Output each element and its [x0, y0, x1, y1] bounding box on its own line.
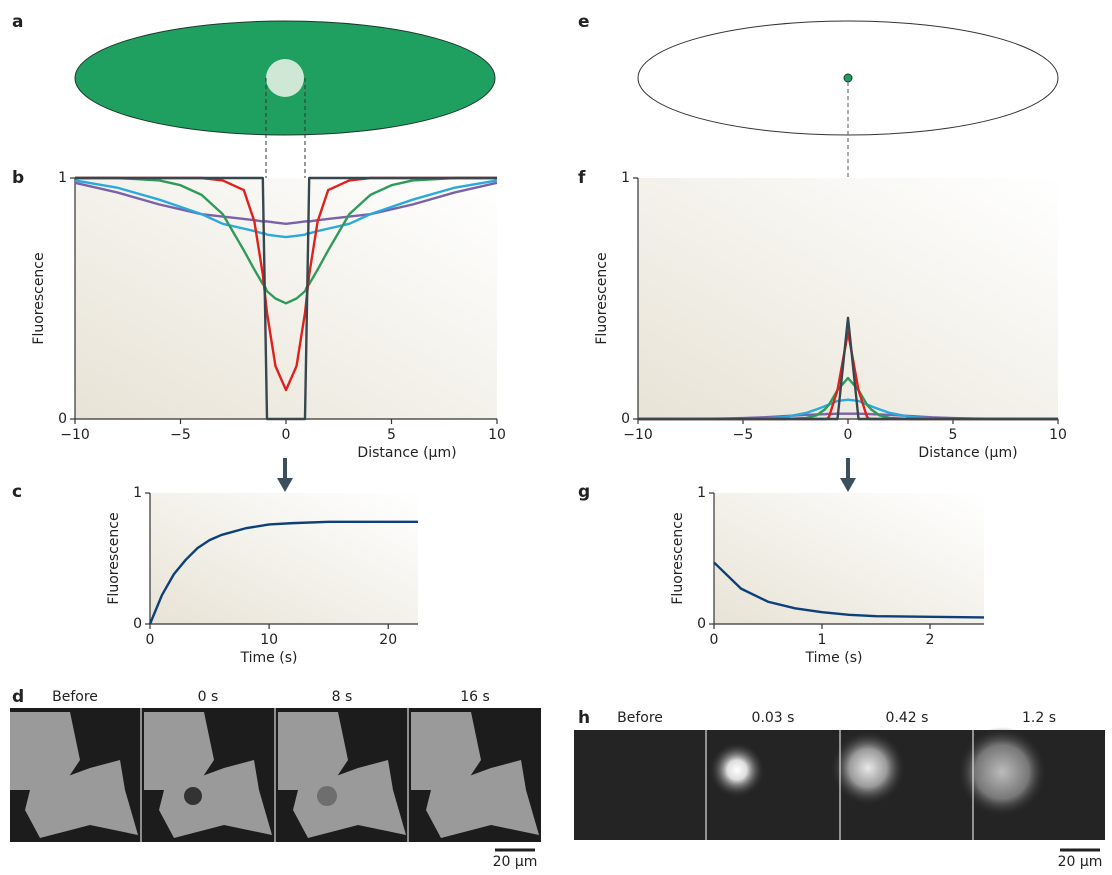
- y-tick-label: 1: [133, 485, 142, 501]
- plot-background: [75, 178, 497, 419]
- y-tick-label: 0: [697, 616, 706, 632]
- x-tick-label: 20: [379, 632, 397, 648]
- x-tick-label: 10: [260, 632, 278, 648]
- y-axis-label: Fluorescence: [31, 252, 47, 344]
- y-tick-label: 1: [58, 170, 67, 186]
- plot-background: [150, 493, 418, 624]
- arrow: [277, 458, 293, 492]
- frame-label: 0.42 s: [886, 710, 929, 726]
- scale-bar-label: 20 μm: [1058, 854, 1103, 870]
- x-tick-label: 1: [818, 632, 827, 648]
- frame-label: 1.2 s: [1022, 710, 1056, 726]
- x-tick-label: 5: [387, 427, 396, 443]
- x-tick-label: 0: [146, 632, 155, 648]
- frame-label: Before: [52, 689, 98, 705]
- x-tick-label: 5: [949, 427, 958, 443]
- x-tick-label: 0: [710, 632, 719, 648]
- x-tick-label: 0: [282, 427, 291, 443]
- x-axis-label: Time (s): [805, 650, 863, 666]
- x-tick-label: −5: [170, 427, 191, 443]
- panel-label: a: [12, 12, 23, 32]
- y-axis-label: Fluorescence: [670, 512, 686, 604]
- y-tick-label: 0: [621, 411, 630, 427]
- x-tick-label: 10: [488, 427, 506, 443]
- x-tick-label: 2: [926, 632, 935, 648]
- plot-background: [714, 493, 984, 624]
- panel-label: e: [578, 12, 590, 32]
- scale-bar-label: 20 μm: [493, 854, 538, 870]
- x-tick-label: 10: [1049, 427, 1067, 443]
- panel-label: g: [578, 482, 590, 502]
- bleach-spot: [266, 59, 304, 97]
- image-strip: [10, 708, 541, 850]
- panel-label: h: [578, 708, 590, 728]
- activation-spot: [844, 74, 852, 82]
- x-tick-label: 0: [844, 427, 853, 443]
- x-axis-label: Distance (μm): [918, 445, 1017, 461]
- x-tick-label: −10: [623, 427, 653, 443]
- y-tick-label: 0: [133, 616, 142, 632]
- image-strip: [574, 727, 1105, 850]
- y-tick-label: 0: [58, 411, 67, 427]
- y-tick-label: 1: [697, 485, 706, 501]
- frame-label: 16 s: [460, 689, 490, 705]
- figure: abcdefgh01−10−50510Distance (μm)Fluoresc…: [0, 0, 1112, 871]
- y-axis-label: Fluorescence: [106, 512, 122, 604]
- frame-label: Before: [617, 710, 663, 726]
- plot-background: [638, 178, 1058, 419]
- frame-label: 8 s: [332, 689, 353, 705]
- x-tick-label: −10: [60, 427, 90, 443]
- panel-label: f: [578, 168, 586, 188]
- arrow: [840, 458, 856, 492]
- x-tick-label: −5: [733, 427, 754, 443]
- panel-label: b: [12, 168, 24, 188]
- frame-label: 0.03 s: [752, 710, 795, 726]
- x-axis-label: Time (s): [240, 650, 298, 666]
- y-axis-label: Fluorescence: [594, 252, 610, 344]
- panel-label: d: [12, 687, 24, 707]
- panel-label: c: [12, 482, 22, 502]
- x-axis-label: Distance (μm): [357, 445, 456, 461]
- y-tick-label: 1: [621, 170, 630, 186]
- frame-label: 0 s: [198, 689, 219, 705]
